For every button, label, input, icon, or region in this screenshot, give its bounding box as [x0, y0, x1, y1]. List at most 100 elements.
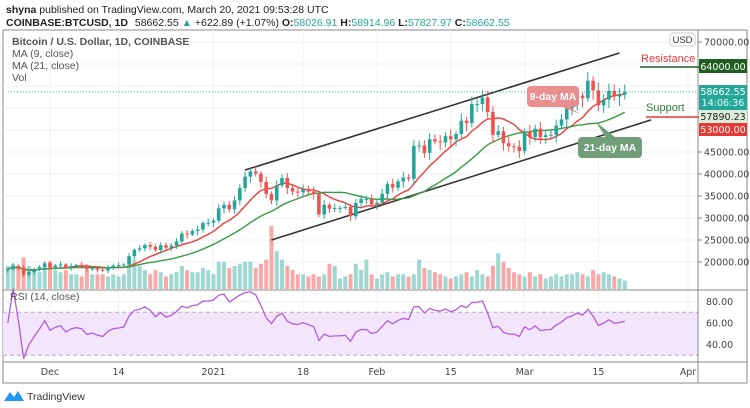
candle-body [274, 185, 279, 201]
legend-vol[interactable]: Vol [12, 72, 27, 84]
candle-body [528, 131, 532, 138]
price-tick: 45000.00 [704, 148, 749, 159]
currency-button-box[interactable] [669, 32, 696, 47]
volume-bar [580, 274, 585, 289]
candle-body [559, 119, 564, 126]
volume-bar [374, 278, 379, 289]
volume-bar [464, 272, 469, 289]
svg-text:shyna published on TradingView: shyna published on TradingView.com, Marc… [6, 4, 329, 16]
candle-body [475, 104, 479, 106]
candle-body [6, 269, 10, 271]
volume-bar [253, 268, 258, 289]
volume-bar [132, 259, 137, 289]
candle-body [375, 202, 379, 205]
ma9-callout: 9-day MA [527, 86, 580, 114]
candle-body [322, 204, 326, 215]
volume-bar [533, 276, 538, 289]
candle-body [301, 188, 305, 193]
rsi-tick: 60.00 [706, 319, 733, 330]
open-value: 58026.91 [294, 17, 338, 29]
legend-rsi[interactable]: RSI (14, close) [10, 291, 79, 303]
time-tick: 2021 [201, 367, 225, 378]
svg-text:COINBASE:BTCUSD, 1D 58662.: COINBASE:BTCUSD, 1D 58662.55 ▲ +622.89 (… [6, 17, 510, 29]
support-tag-box [699, 123, 747, 136]
volume-bar [538, 274, 543, 289]
volume-bar [417, 259, 422, 289]
volume-bar [443, 276, 448, 289]
candle-body [111, 265, 116, 268]
price-tick: 20000.00 [704, 258, 749, 269]
candle-body [412, 145, 416, 179]
volume-bar [438, 274, 443, 289]
volume-bar [69, 274, 74, 289]
candle-body [90, 268, 94, 270]
volume-bar [258, 263, 263, 289]
high-label: H: [340, 17, 351, 29]
currency-button[interactable]: USD [672, 35, 692, 46]
price-tick: 30000.00 [704, 214, 749, 225]
candle-body [243, 176, 247, 189]
volume-bar [206, 270, 211, 289]
candle-body [364, 199, 369, 201]
volume-bar [490, 265, 495, 289]
resistance-tag: 64000.00 [700, 62, 745, 73]
candle-body [74, 264, 79, 266]
legend-ma21[interactable]: MA (21, close) [12, 60, 79, 72]
candle-body [185, 233, 189, 235]
candle-body [422, 145, 427, 153]
volume-bar [432, 272, 437, 289]
candle-body [53, 265, 58, 268]
volume-bar [280, 259, 285, 289]
last-price-tag-box [699, 85, 747, 110]
high-value: 58914.96 [351, 17, 395, 29]
candle-body [443, 136, 448, 143]
volume-bar [606, 274, 611, 289]
up-arrow-icon: ▲ [182, 17, 192, 29]
volume-bar [527, 272, 532, 289]
tradingview-logo[interactable]: TradingView [4, 391, 85, 403]
time-tick: Apr [680, 367, 697, 378]
volume-bar [448, 278, 453, 289]
candle-body [290, 188, 295, 192]
volume-bar [232, 265, 237, 289]
candle-body [564, 108, 569, 120]
volume-bar [564, 274, 569, 289]
candle-body [238, 188, 242, 201]
volume-bar [301, 274, 306, 289]
rsi-band-fill [3, 312, 698, 356]
volume-bar [591, 270, 596, 289]
volume-bar [570, 274, 575, 289]
volume-bar [364, 259, 369, 289]
candle-body [169, 245, 174, 248]
ma9-callout-text: 9-day MA [530, 91, 577, 103]
volume-bar [227, 268, 232, 289]
legend-ma9[interactable]: MA (9, close) [12, 48, 73, 60]
volume-bar [353, 263, 358, 289]
volume-bar [100, 274, 105, 289]
candle-body [21, 267, 26, 275]
candle-body [143, 245, 147, 249]
volume-bar [543, 278, 548, 289]
volume-bar [222, 261, 227, 289]
moving-averages [7, 93, 626, 271]
volume-bar [343, 276, 348, 289]
volume-bar [32, 270, 37, 289]
rsi-tick: 40.00 [706, 340, 733, 351]
candle-body [517, 146, 522, 152]
volume-bar [601, 272, 606, 289]
time-tick: Feb [369, 367, 386, 378]
candle-body [607, 90, 611, 100]
candle-body [64, 264, 68, 268]
candle-body [359, 199, 363, 204]
candle-body [48, 263, 52, 268]
volume-bar [53, 270, 58, 289]
legend-title: Bitcoin / U.S. Dollar, 1D, COINBASE [12, 36, 189, 48]
candle-body [596, 90, 601, 106]
candle-body [42, 263, 47, 268]
volume-bar [469, 276, 474, 289]
candle-body [264, 181, 268, 194]
volume-bar [475, 270, 480, 289]
ma-tag: 57890.23 [700, 112, 745, 123]
rsi-band [3, 311, 698, 356]
countdown-tag: 14:06:36 [702, 98, 745, 109]
